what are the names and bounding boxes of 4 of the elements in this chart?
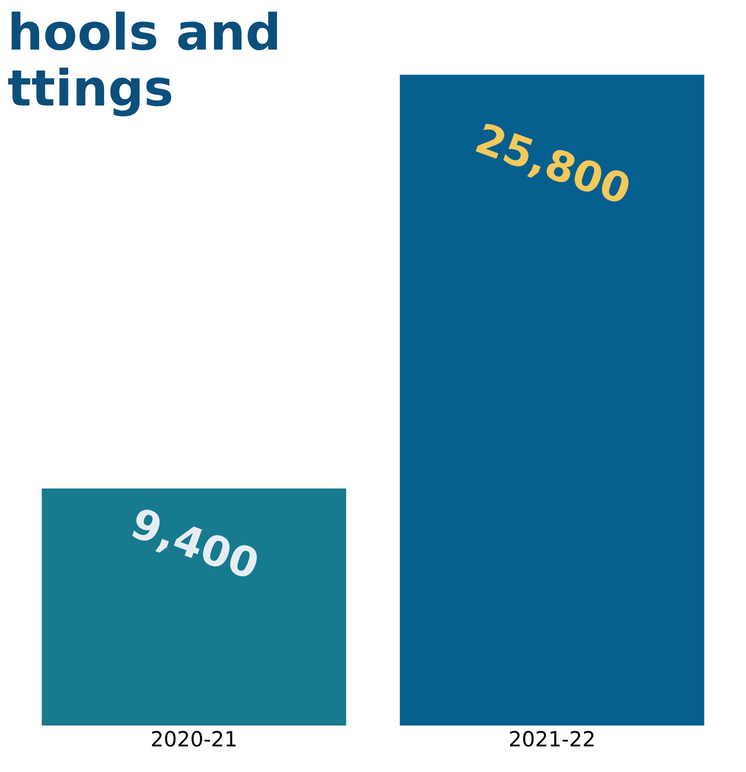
x-tick-label: 2020-21: [152, 730, 236, 747]
data-label: 9,400: [128, 506, 261, 585]
chart-title: hools and ttings: [8, 12, 277, 116]
x-tick-label: 2021-22: [510, 730, 594, 747]
